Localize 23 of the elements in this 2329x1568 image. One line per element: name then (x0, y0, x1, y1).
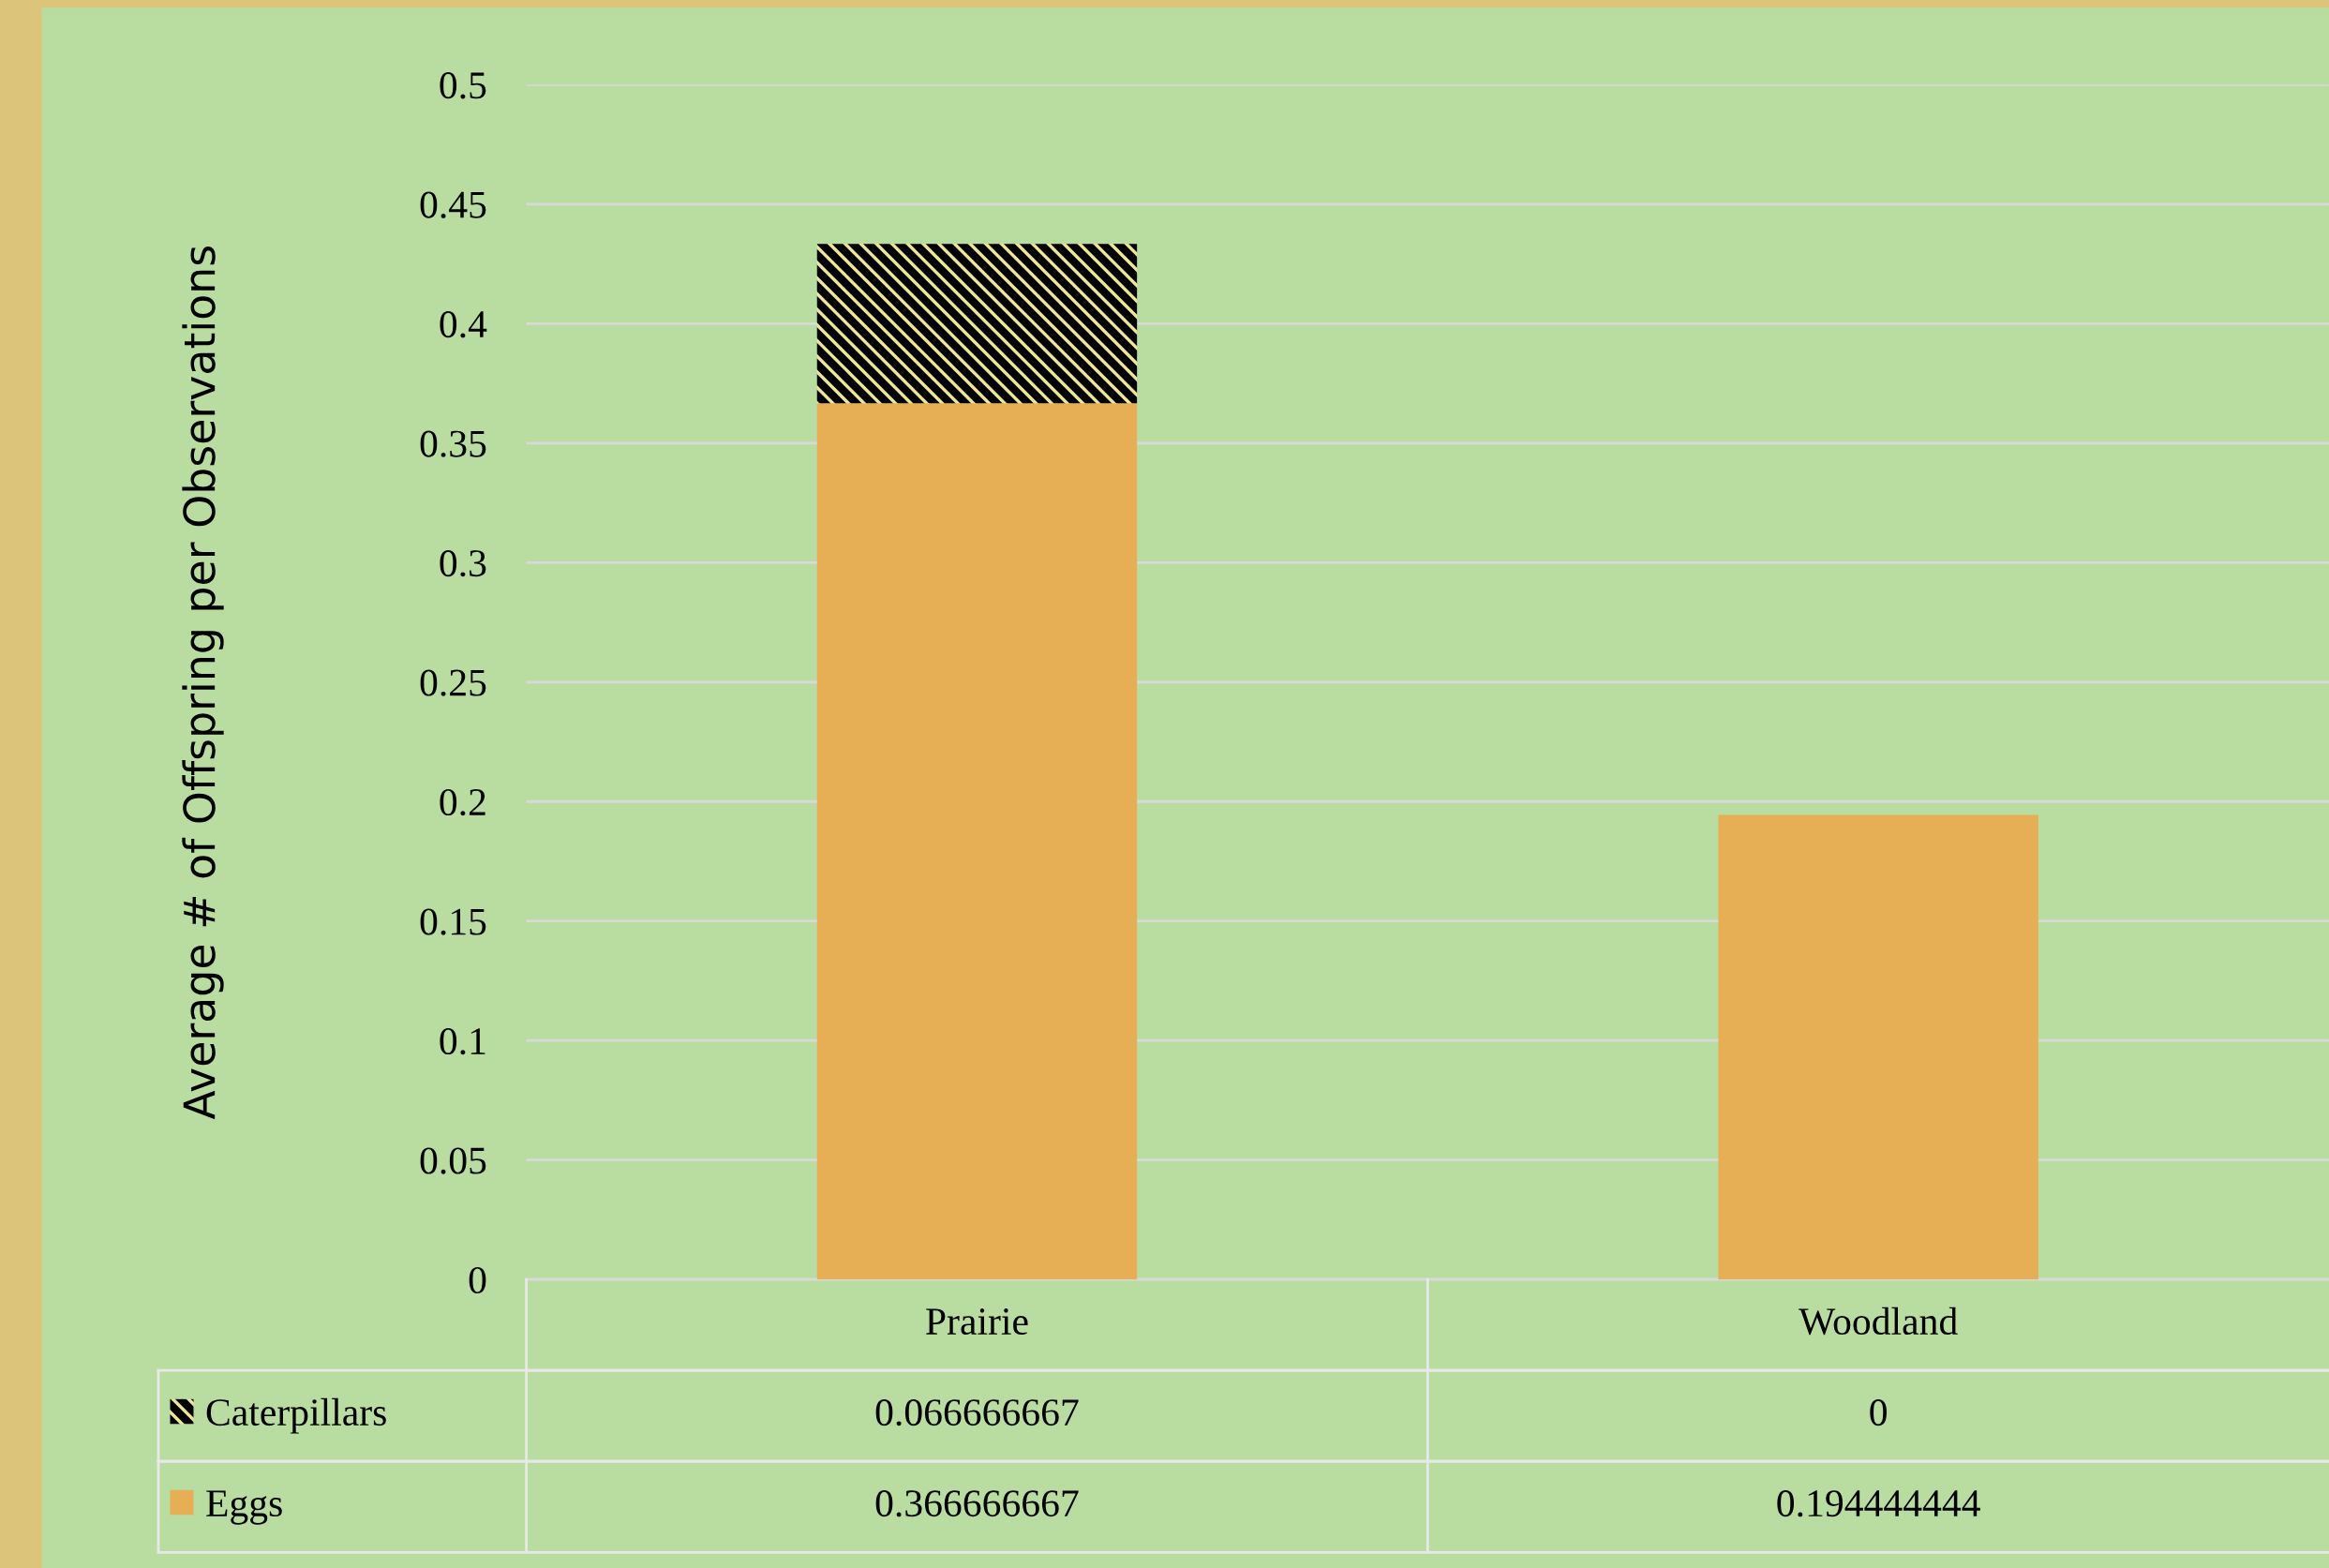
y-tick-label: 0.05 (420, 1147, 486, 1174)
x-tick-label: Woodland (1799, 1307, 1958, 1336)
data-label: 0.194444444 (1777, 1490, 1980, 1517)
x-tick-label: Prairie (926, 1308, 1028, 1336)
data-label: 0 (1870, 1399, 1887, 1426)
y-tick-label: 0.5 (440, 72, 486, 99)
y-tick-label: 0 (469, 1266, 486, 1294)
y-tick-label: 0.35 (420, 430, 486, 457)
bar (1718, 814, 2038, 1280)
legend-label: Eggs (206, 1490, 282, 1525)
legend-label: Caterpillars (206, 1397, 386, 1434)
bar (816, 403, 1138, 1280)
y-axis-title: Average # of Offspring per Observations (182, 246, 224, 1120)
y-tick-label: 0.45 (420, 191, 486, 218)
y-tick-label: 0.15 (420, 908, 486, 935)
bar (816, 244, 1138, 404)
data-label: 0.066666667 (875, 1399, 1079, 1426)
y-tick-label: 0.25 (420, 669, 486, 696)
y-tick-label: 0.4 (440, 311, 487, 338)
y-tick-label: 0.3 (440, 550, 486, 577)
data-label: 0.366666667 (875, 1490, 1079, 1517)
y-tick-label: 0.1 (440, 1027, 485, 1055)
y-tick-label: 0.2 (440, 788, 485, 816)
